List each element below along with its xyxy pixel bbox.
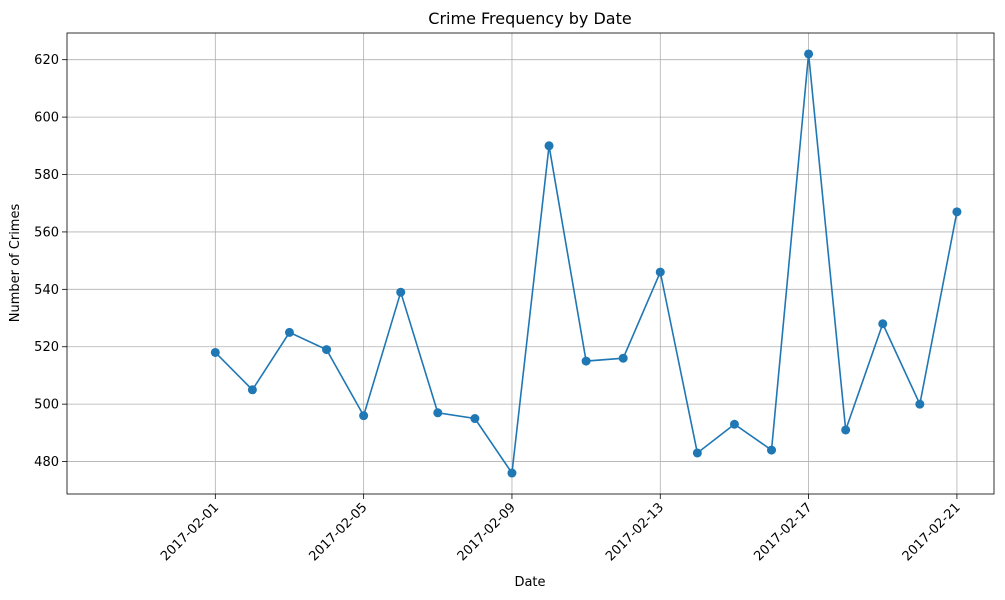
x-axis-ticks: 2017-02-01 2017-02-05 2017-02-09 2017-02-13… (158, 494, 964, 564)
y-tick-label: 620 (34, 53, 59, 68)
data-point (210, 347, 220, 357)
data-point (433, 408, 443, 418)
data-point (247, 385, 257, 395)
data-point (729, 419, 739, 429)
y-axis-ticks: 480 500 520 540 560 580 600 620 (34, 53, 67, 470)
x-tick-label: 2017-02-21 (900, 500, 964, 564)
y-axis-label: Number of Crimes (8, 204, 23, 323)
data-point (284, 327, 294, 337)
data-point (692, 448, 702, 458)
y-tick-label: 520 (34, 340, 59, 355)
data-point (581, 356, 591, 366)
y-tick-label: 600 (34, 111, 59, 126)
x-tick-label: 2017-02-05 (306, 500, 370, 564)
data-point (655, 267, 665, 277)
x-tick-label: 2017-02-13 (603, 500, 667, 564)
data-point (470, 414, 480, 424)
y-tick-label: 560 (34, 225, 59, 240)
data-point (878, 319, 888, 329)
chart-title: Crime Frequency by Date (428, 9, 631, 28)
series-layer (210, 49, 962, 478)
gridlines (67, 33, 994, 494)
data-point (396, 287, 406, 297)
data-point (618, 353, 628, 363)
x-tick-label: 2017-02-09 (455, 500, 519, 564)
data-point (322, 345, 332, 355)
data-point (544, 141, 554, 151)
data-point (915, 399, 925, 409)
data-point (359, 411, 369, 421)
y-tick-label: 480 (34, 455, 59, 470)
plot-area-frame (66, 32, 995, 495)
data-point (841, 425, 851, 435)
data-point (952, 207, 962, 217)
x-tick-label: 2017-02-01 (158, 500, 222, 564)
y-tick-label: 580 (34, 168, 59, 183)
y-tick-label: 540 (34, 283, 59, 298)
y-tick-label: 500 (34, 398, 59, 413)
data-point (767, 445, 777, 455)
x-axis-label: Date (514, 575, 545, 590)
data-point (804, 49, 814, 59)
x-tick-label: 2017-02-17 (751, 500, 815, 564)
data-point (507, 468, 517, 478)
